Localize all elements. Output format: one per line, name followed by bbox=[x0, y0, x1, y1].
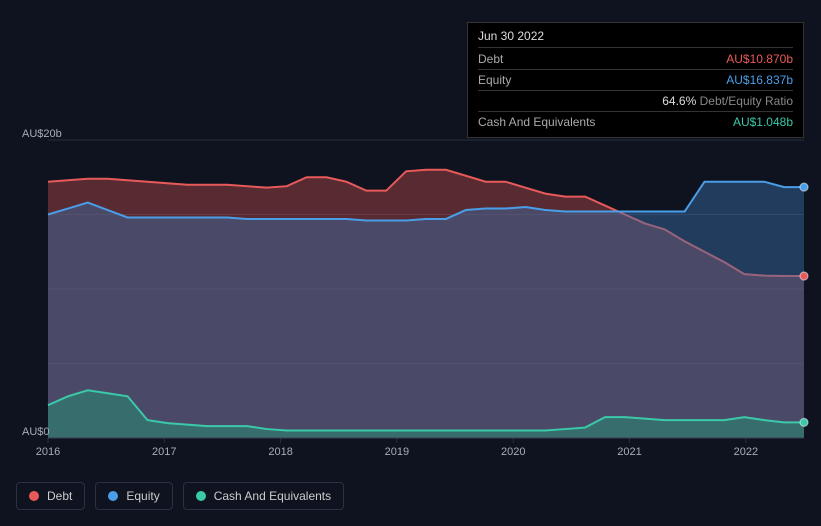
legend-swatch bbox=[108, 491, 118, 501]
x-axis-label: 2020 bbox=[501, 446, 525, 458]
y-axis-label: AU$0 bbox=[22, 426, 50, 438]
tooltip-cash-row: Cash And Equivalents AU$1.048b bbox=[478, 113, 793, 131]
tooltip-row-label: Equity bbox=[478, 73, 511, 87]
tooltip-date: Jun 30 2022 bbox=[478, 29, 793, 48]
legend-item-equity[interactable]: Equity bbox=[95, 482, 172, 510]
tooltip-row-value: AU$10.870b bbox=[726, 52, 793, 66]
tooltip-cash-value: AU$1.048b bbox=[733, 115, 793, 129]
x-axis-label: 2016 bbox=[36, 446, 60, 458]
x-axis-label: 2021 bbox=[617, 446, 641, 458]
tooltip-ratio-row: 64.6% Debt/Equity Ratio bbox=[478, 92, 793, 110]
chart-legend: Debt Equity Cash And Equivalents bbox=[16, 482, 344, 510]
tooltip-cash-label: Cash And Equivalents bbox=[478, 115, 595, 129]
x-axis-label: 2017 bbox=[152, 446, 176, 458]
legend-label: Debt bbox=[47, 489, 72, 503]
tooltip-ratio-label: Debt/Equity Ratio bbox=[700, 94, 793, 108]
legend-swatch bbox=[29, 491, 39, 501]
legend-label: Cash And Equivalents bbox=[214, 489, 331, 503]
x-axis-label: 2018 bbox=[268, 446, 292, 458]
chart-tooltip: Jun 30 2022 Debt AU$10.870b Equity AU$16.83… bbox=[467, 22, 804, 138]
x-axis-label: 2019 bbox=[385, 446, 409, 458]
x-axis-label: 2022 bbox=[734, 446, 758, 458]
legend-item-cash[interactable]: Cash And Equivalents bbox=[183, 482, 344, 510]
y-axis-label: AU$20b bbox=[22, 128, 62, 140]
tooltip-row-equity: Equity AU$16.837b bbox=[478, 71, 793, 89]
tooltip-row-value: AU$16.837b bbox=[726, 73, 793, 87]
legend-label: Equity bbox=[126, 489, 159, 503]
tooltip-ratio-value: 64.6% bbox=[662, 94, 696, 108]
legend-item-debt[interactable]: Debt bbox=[16, 482, 85, 510]
tooltip-row-debt: Debt AU$10.870b bbox=[478, 50, 793, 68]
tooltip-row-label: Debt bbox=[478, 52, 503, 66]
legend-swatch bbox=[196, 491, 206, 501]
